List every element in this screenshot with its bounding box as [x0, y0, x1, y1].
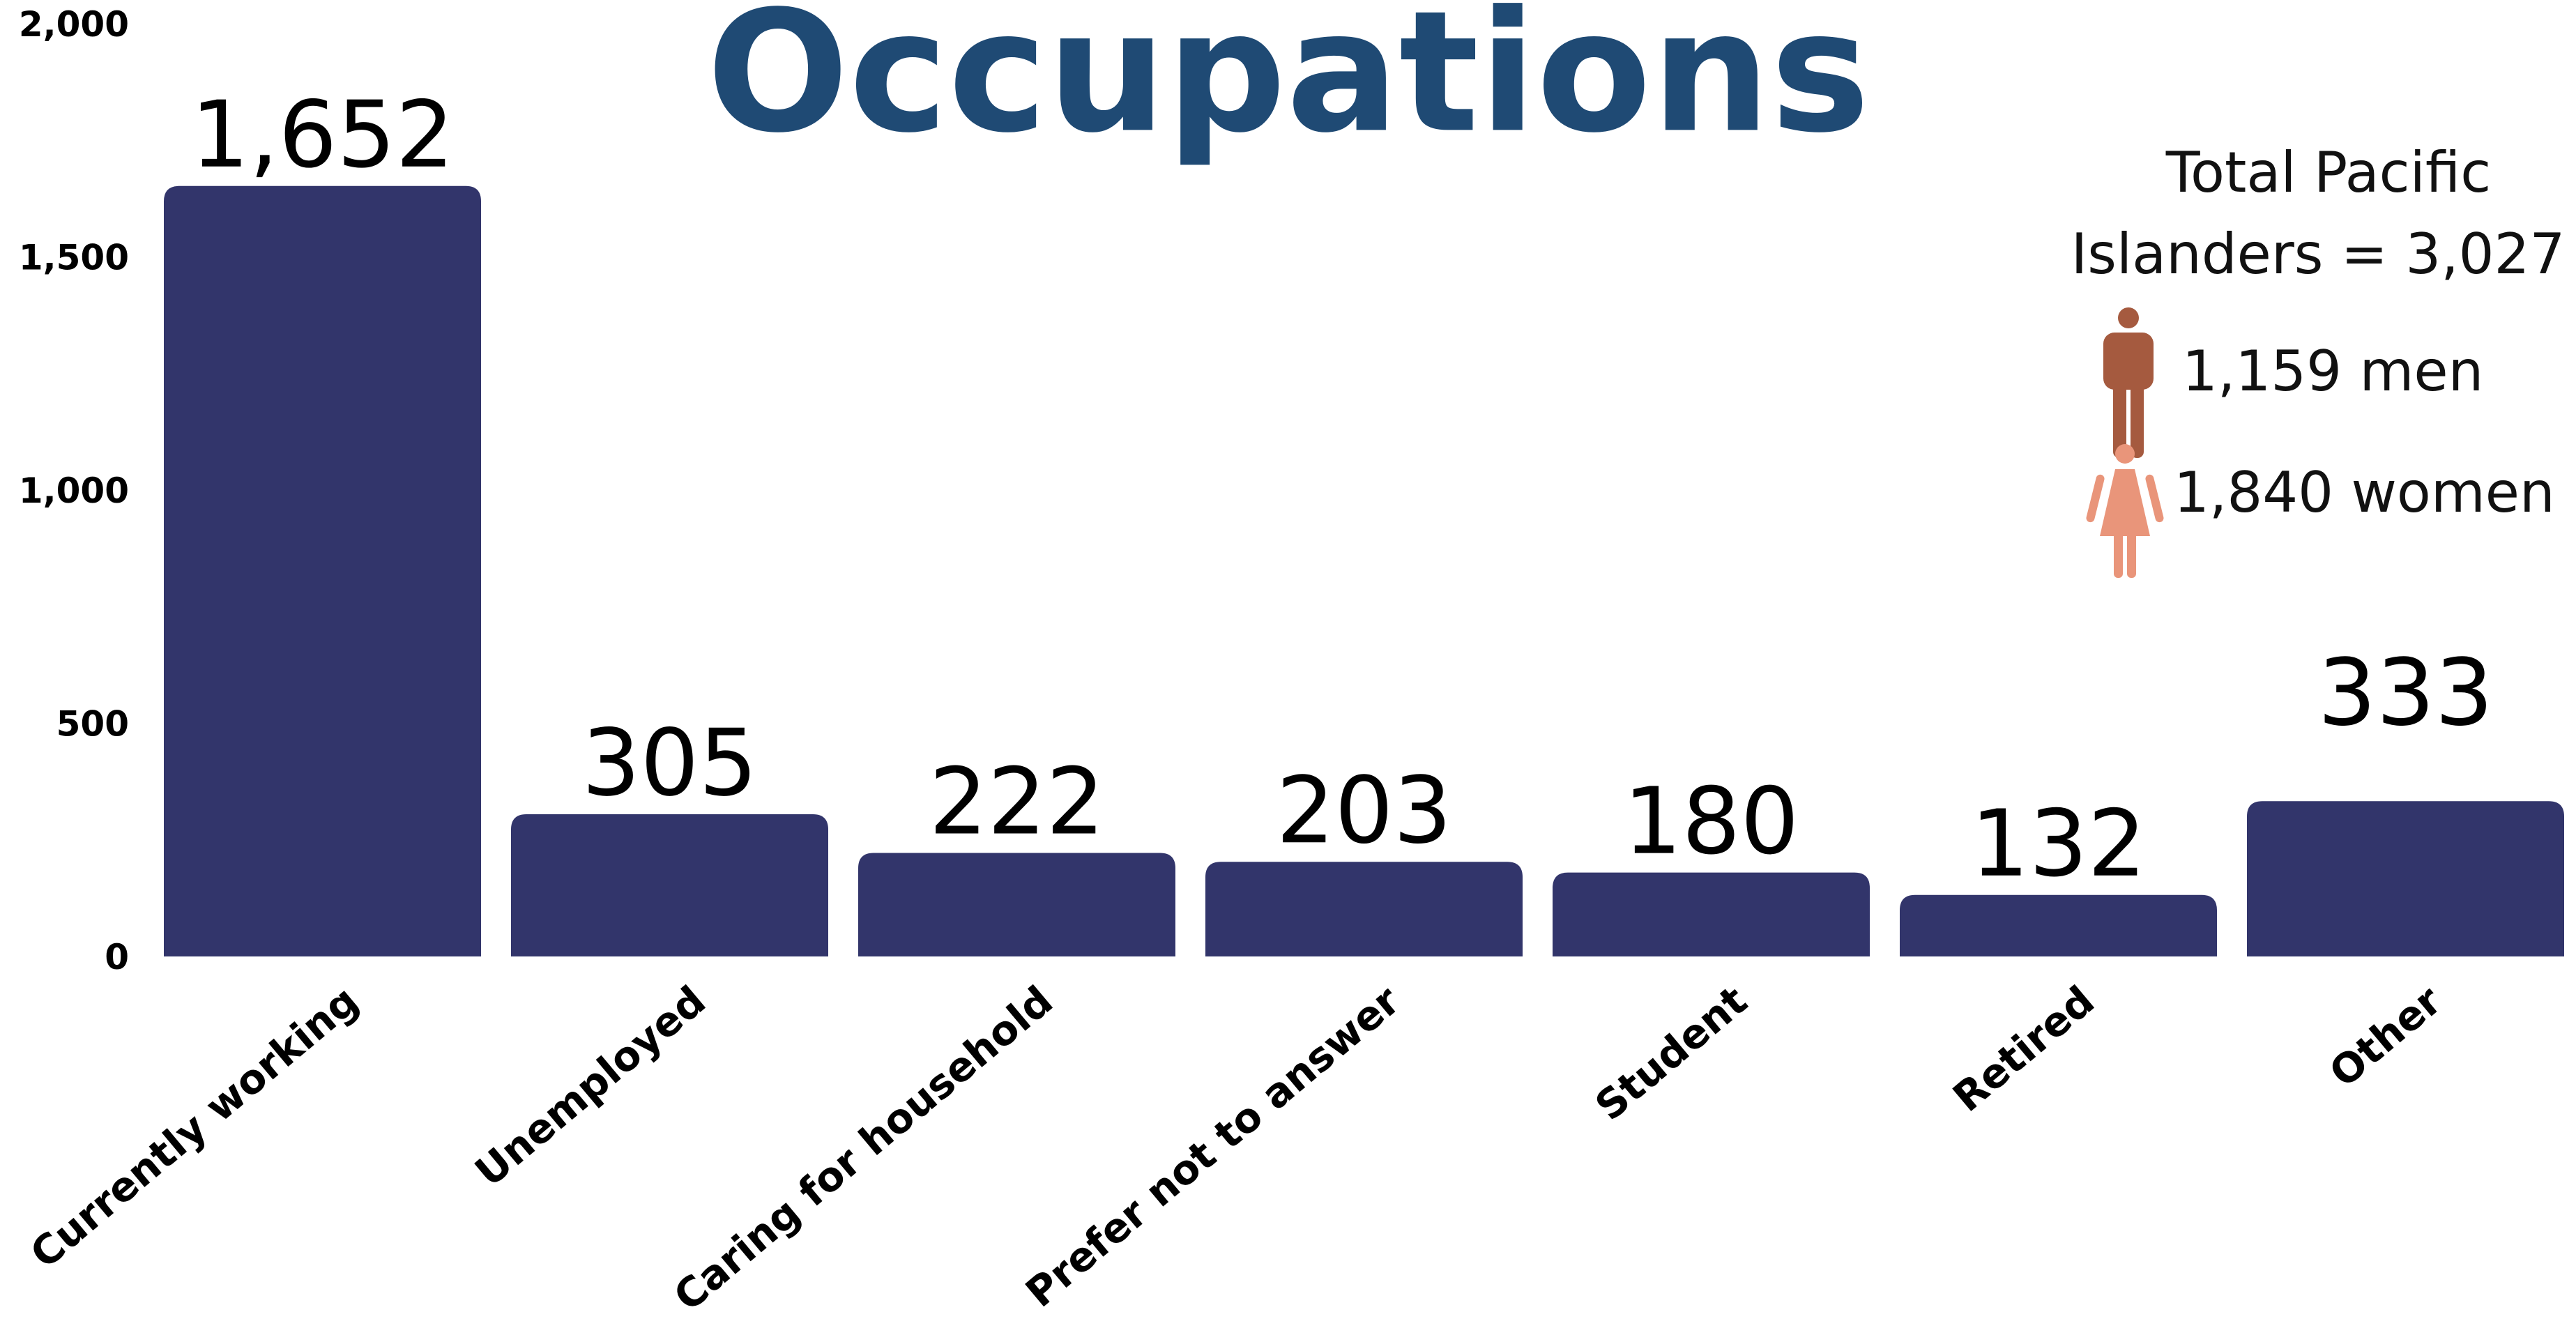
y-tick-label: 500: [56, 704, 129, 745]
chart-title: Occupations: [707, 0, 1870, 169]
bar-value-label: 305: [582, 710, 758, 817]
summary-panel: Total Pacific Islanders = 3,027 1,159 me…: [2071, 140, 2566, 578]
bar: [1553, 872, 1870, 956]
bar: [1205, 862, 1523, 956]
x-category-label: Prefer not to answer: [1016, 977, 1409, 1317]
bar-value-label: 1,652: [191, 82, 455, 189]
x-category-label: Other: [2320, 977, 2451, 1097]
y-tick-label: 2,000: [19, 4, 129, 45]
bar: [164, 185, 481, 956]
summary-line-2: Islanders = 3,027: [2071, 222, 2566, 287]
bar-value-label: 132: [1971, 791, 2147, 898]
bar: [511, 814, 828, 956]
women-count: 1,840 women: [2174, 460, 2555, 525]
bar-value-label: 180: [1624, 768, 1799, 876]
y-tick-label: 1,500: [19, 238, 129, 278]
x-category-label: Currently working: [22, 977, 367, 1278]
bar: [1900, 894, 2217, 956]
bar-value-label: 222: [929, 748, 1105, 855]
y-tick-label: 0: [105, 937, 129, 977]
woman-icon: [2086, 444, 2164, 578]
men-count: 1,159 men: [2182, 339, 2483, 404]
x-category-label: Caring for household: [665, 977, 1062, 1320]
man-icon: [2103, 307, 2154, 458]
bars: [164, 185, 2564, 956]
bar: [2247, 801, 2564, 956]
x-category-label: Unemployed: [466, 977, 715, 1196]
y-axis: 0 500 1,000 1,500 2,000: [19, 4, 129, 977]
x-category-label: Retired: [1944, 977, 2103, 1121]
data-labels: 1,652 305 222 203 180 132 333: [191, 82, 2494, 898]
bar-value-label: 203: [1276, 757, 1452, 864]
x-category-label: Student: [1586, 977, 1755, 1130]
y-tick-label: 1,000: [19, 471, 129, 511]
bar: [858, 853, 1175, 956]
bar-value-label: 333: [2318, 639, 2494, 747]
summary-line-1: Total Pacific: [2165, 140, 2492, 205]
